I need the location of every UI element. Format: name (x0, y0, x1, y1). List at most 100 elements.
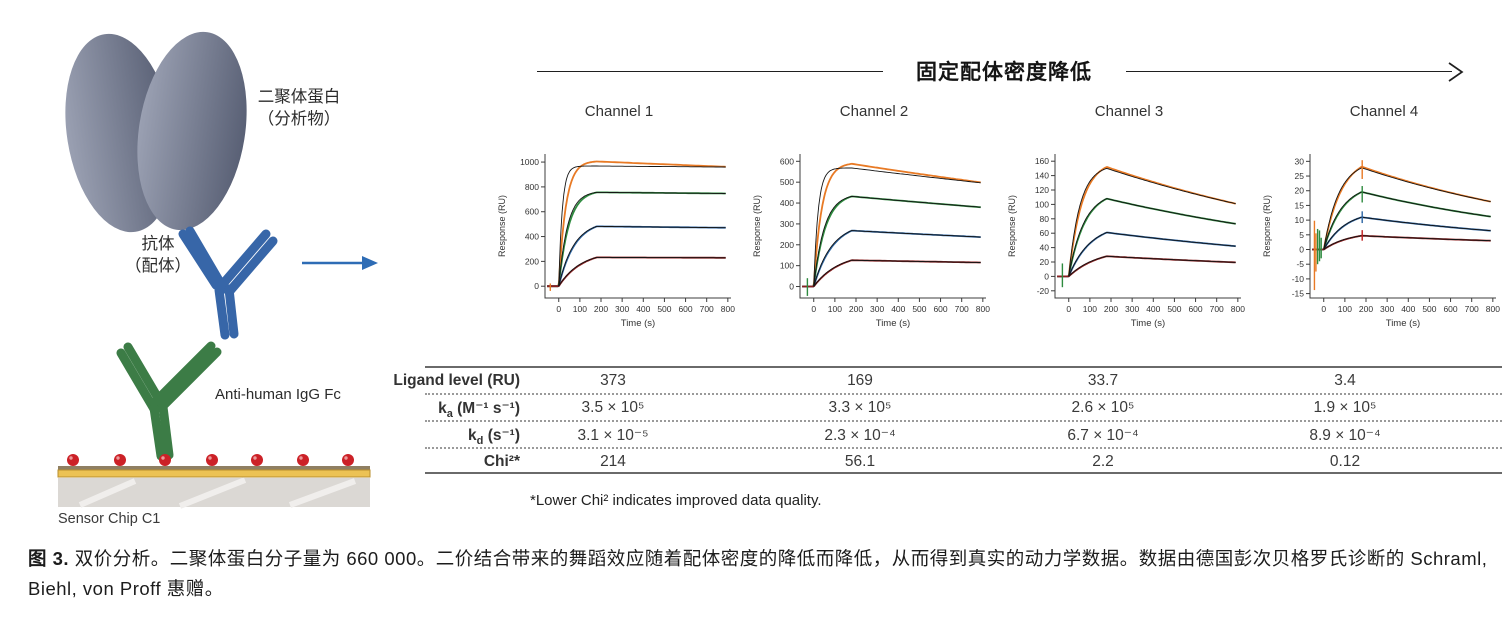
x-tick-label: 100 (828, 304, 842, 314)
x-tick-label: 200 (1104, 304, 1118, 314)
surface-dots (67, 454, 354, 466)
axes (1309, 154, 1496, 299)
y-tick-label: -20 (1037, 286, 1050, 296)
x-tick-label: 700 (1465, 304, 1479, 314)
x-tick-label: 300 (1125, 304, 1139, 314)
density-arrow-line-right (1126, 71, 1452, 72)
x-tick-label: 800 (976, 304, 990, 314)
x-tick-label: 400 (1401, 304, 1415, 314)
capture-antibody-label: Anti-human IgG Fc (215, 386, 341, 403)
table-bottom-rule (425, 472, 1502, 474)
x-tick-label: 300 (1380, 304, 1394, 314)
x-axis-label: Time (s) (1386, 318, 1420, 329)
y-tick-label: 25 (1295, 171, 1305, 181)
y-tick-label: 40 (1040, 243, 1050, 253)
x-tick-label: 600 (1443, 304, 1457, 314)
sensor-chip-illustration (57, 31, 371, 509)
density-arrow-line-left (537, 71, 883, 72)
x-axis-label: Time (s) (1131, 318, 1165, 329)
table-cell: 56.1 (844, 453, 876, 470)
y-tick-label: 600 (525, 207, 539, 217)
y-axis-label: Response (RU) (1007, 195, 1017, 257)
y-tick-label: 400 (525, 232, 539, 242)
y-tick-label: 600 (780, 156, 794, 166)
x-tick-label: 500 (657, 304, 671, 314)
x-tick-label: 400 (1146, 304, 1160, 314)
table-cell: 6.7 × 10⁻⁴ (1067, 427, 1139, 444)
y-tick-label: 0 (534, 281, 539, 291)
x-tick-label: 800 (721, 304, 735, 314)
fit-conc-3 (1068, 232, 1236, 277)
y-tick-label: 20 (1040, 257, 1050, 267)
table-cell: 1.9 × 10⁵ (1313, 399, 1377, 416)
table-row-label: Ligand level (RU) (393, 372, 520, 389)
table-cell: 3.4 (1334, 372, 1356, 389)
x-tick-label: 600 (678, 304, 692, 314)
x-tick-label: 700 (1210, 304, 1224, 314)
table-cell: 214 (600, 453, 626, 470)
y-tick-label: 60 (1040, 228, 1050, 238)
sensorgram-channel-1: 0 200 400 600 800 1000 0 100 200 300 400 500 600 700 8… (497, 154, 735, 329)
y-tick-label: 400 (780, 198, 794, 208)
x-tick-label: 400 (891, 304, 905, 314)
y-tick-label: 0 (1044, 271, 1049, 281)
series-conc-1 (547, 160, 726, 288)
x-tick-label: 100 (1083, 304, 1097, 314)
fit-conc-1 (1323, 167, 1491, 250)
caption-figure-number: 图 3. (28, 548, 70, 569)
series-conc-3 (1057, 231, 1236, 278)
y-tick-label: 160 (1035, 156, 1049, 166)
right-arrow-icon (1448, 62, 1464, 82)
table-row-rule (425, 393, 1502, 395)
y-tick-label: 0 (1299, 245, 1304, 255)
y-tick-label: 15 (1295, 200, 1305, 210)
y-tick-label: 10 (1295, 215, 1305, 225)
x-tick-label: 200 (594, 304, 608, 314)
table-cell: 3.1 × 10⁻⁵ (577, 427, 649, 444)
table-top-rule (425, 366, 1502, 368)
y-axis-label: Response (RU) (752, 195, 762, 257)
y-tick-label: 800 (525, 182, 539, 192)
y-tick-label: -10 (1292, 274, 1305, 284)
x-tick-label: 0 (1066, 304, 1071, 314)
fit-conc-1 (813, 167, 981, 287)
table-cell: 3.5 × 10⁵ (581, 399, 645, 416)
x-tick-label: 300 (870, 304, 884, 314)
y-tick-label: 0 (789, 282, 794, 292)
y-tick-label: -5 (1296, 259, 1304, 269)
table-cell: 2.3 × 10⁻⁴ (824, 427, 896, 444)
table-cell: 2.6 × 10⁵ (1071, 399, 1135, 416)
series-conc-3 (547, 225, 726, 288)
fit-conc-1 (558, 165, 726, 287)
table-row-label: Chi²* (483, 453, 520, 470)
fit-conc-4 (1068, 255, 1236, 277)
x-tick-label: 0 (556, 304, 561, 314)
y-tick-label: 140 (1035, 171, 1049, 181)
x-tick-label: 400 (636, 304, 650, 314)
fit-conc-4 (813, 259, 981, 287)
y-tick-label: 500 (780, 177, 794, 187)
series-conc-4 (547, 256, 726, 288)
table-cell: 169 (847, 372, 873, 389)
fit-conc-2 (1068, 198, 1236, 277)
chart-title-channel-1: Channel 1 (584, 103, 654, 120)
fit-conc-2 (558, 191, 726, 287)
series-conc-3 (802, 229, 981, 288)
chart-title-channel-4: Channel 4 (1349, 103, 1419, 120)
y-tick-label: 120 (1035, 185, 1049, 195)
x-tick-label: 800 (1486, 304, 1500, 314)
series-conc-1 (1057, 166, 1236, 278)
sensorgram-channel-2: 0 100 200 300 400 500 600 0 100 200 300 400 500 600 70… (752, 154, 990, 329)
y-tick-label: 20 (1295, 186, 1305, 196)
chart-title-channel-2: Channel 2 (839, 103, 909, 120)
fit-conc-3 (1323, 216, 1491, 250)
x-tick-label: 200 (1359, 304, 1373, 314)
x-tick-label: 700 (700, 304, 714, 314)
ligand-label: 抗体 （配体） (125, 235, 191, 275)
sensor-surface (57, 466, 371, 509)
x-tick-label: 100 (573, 304, 587, 314)
table-footnote: *Lower Chi² indicates improved data qual… (530, 492, 822, 509)
y-tick-label: -15 (1292, 289, 1305, 299)
